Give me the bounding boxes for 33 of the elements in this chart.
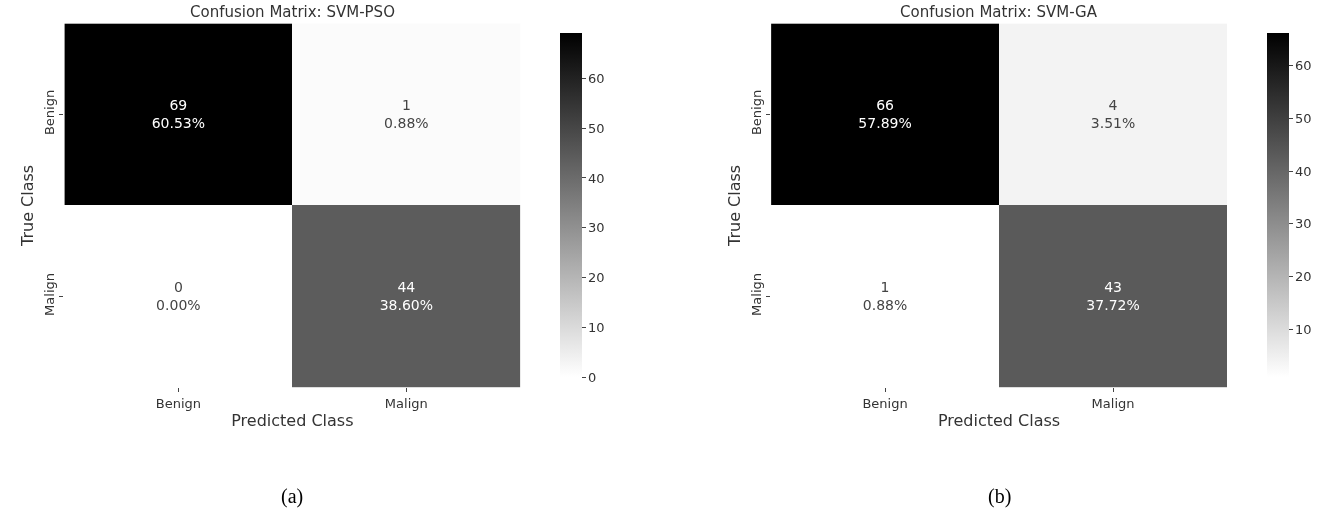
data-label: 1 0.88% xyxy=(384,97,429,132)
color-bar-label: 20 xyxy=(588,270,605,286)
data-label: 44 38.60% xyxy=(379,279,434,314)
color-bar-label: 60 xyxy=(588,70,605,86)
color-bar-label: 30 xyxy=(588,220,605,236)
data-label: 1 0.88% xyxy=(862,279,908,314)
text: (b) xyxy=(988,485,1012,508)
color-bar-label: 40 xyxy=(588,170,605,186)
text: (a) xyxy=(281,485,304,508)
y-axis-title: True Class xyxy=(724,164,744,247)
color-bar-label: 40 xyxy=(1295,163,1312,179)
x-tick-label: Benign xyxy=(862,396,908,411)
chart-title: Confusion Matrix: SVM-PSO xyxy=(190,3,395,21)
color-bar-label: 30 xyxy=(1295,216,1312,232)
color-bar-label: 50 xyxy=(588,120,605,136)
x-axis-title: Predicted Class xyxy=(231,410,354,430)
x-tick-label: Malign xyxy=(384,396,428,411)
data-label: 4 3.51% xyxy=(1090,97,1136,132)
x-tick-label: Benign xyxy=(155,396,201,411)
chart-title: Confusion Matrix: SVM-GA xyxy=(900,3,1098,21)
color-bar-label: 60 xyxy=(1295,57,1312,73)
color-bar-label: 10 xyxy=(588,320,605,336)
color-bar-label: 20 xyxy=(1295,269,1312,285)
color-bar-label: 10 xyxy=(1295,322,1312,338)
color-bar-label: 0 xyxy=(588,369,597,385)
y-axis-title: True Class xyxy=(18,164,38,247)
data-label: 0 0.00% xyxy=(156,279,201,314)
color-bar-label: 50 xyxy=(1295,110,1312,126)
x-axis-title: Predicted Class xyxy=(937,410,1061,430)
data-label: 43 37.72% xyxy=(1086,279,1140,314)
data-label: 66 57.89% xyxy=(858,97,912,132)
data-label: 69 60.53% xyxy=(151,97,206,132)
x-tick-label: Malign xyxy=(1091,396,1135,411)
